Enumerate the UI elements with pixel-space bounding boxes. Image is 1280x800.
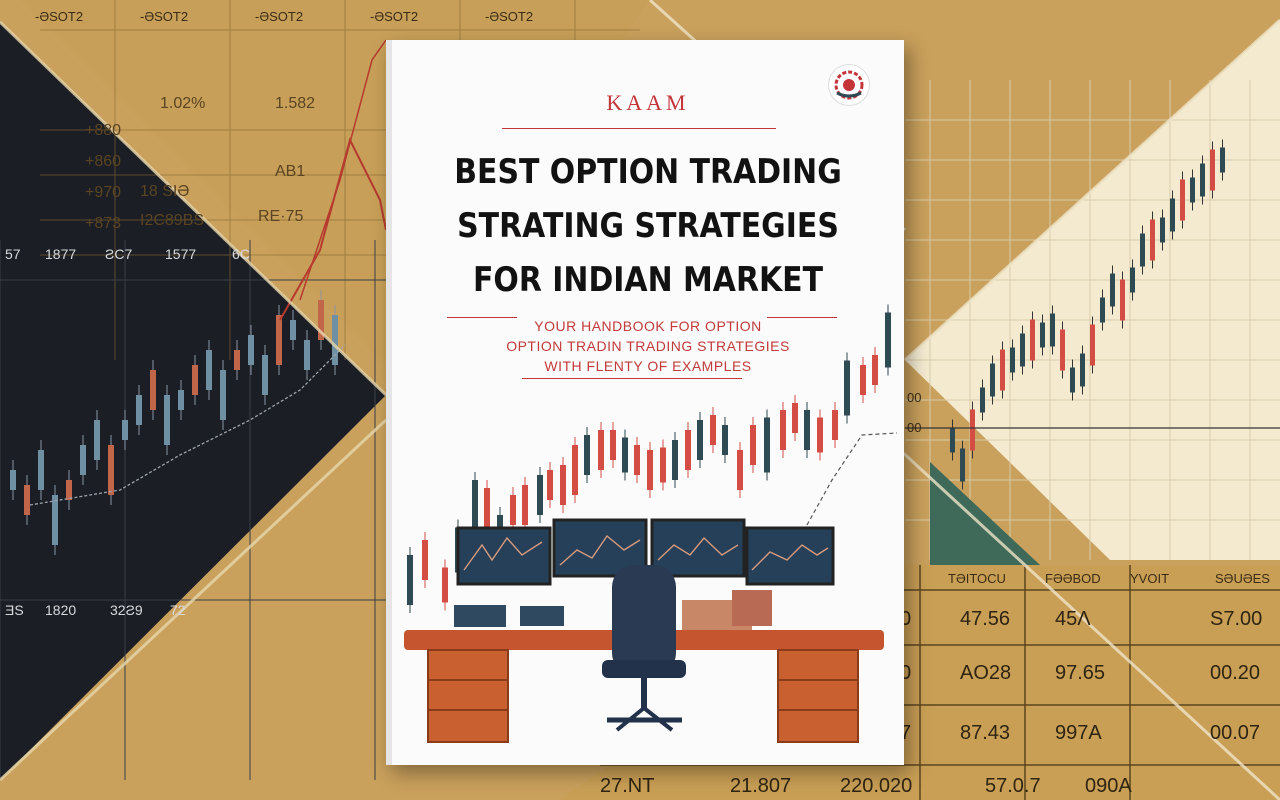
cover-illustration	[404, 304, 898, 743]
gold-left-3: +873	[85, 215, 122, 232]
gold-header-0: -ƏSOT2	[35, 9, 84, 24]
subtitle-rule-right	[767, 317, 837, 318]
dark-top-label-4: 6C	[232, 246, 250, 262]
gold-header-1: -ƏSOT2	[140, 9, 189, 24]
book-cover: KAAM BEST OPTION TRADING STRATING STRATE…	[386, 40, 904, 765]
title-line-1: BEST OPTION TRADING	[454, 152, 842, 192]
gold-left-1: +860	[85, 153, 122, 170]
subtitle-line-1: YOUR HANDBOOK FOR OPTION	[534, 318, 762, 334]
gold-cell-value: 1.582	[275, 95, 316, 112]
dark-bottom-label-1: 1820	[45, 602, 77, 618]
table-left-1: 0	[900, 662, 912, 684]
desk-drawer-left	[427, 649, 509, 743]
table-cell-2-2: 00.07	[1210, 722, 1261, 744]
gold-header-4: -ƏSOT2	[485, 9, 534, 24]
table-left-0: 0	[900, 608, 912, 630]
gold-header-2: -ƏSOT2	[255, 9, 304, 24]
dark-top-label-0: 57	[5, 246, 21, 262]
gold-left-2: +970	[85, 184, 122, 201]
table-cell-1-1: 97.65	[1055, 662, 1106, 684]
table-header-1: FƏƏBOD	[1045, 571, 1101, 586]
cream-axis-0: 00	[907, 390, 922, 405]
moving-average-line	[29, 344, 346, 506]
table-cell-2-1: 997A	[1055, 722, 1102, 744]
dark-top-label-3: 1577	[165, 246, 197, 262]
green-area	[930, 462, 1040, 565]
table-cell-0-2: S7.00	[1210, 608, 1263, 630]
book-subtitle: YOUR HANDBOOK FOR OPTION OPTION TRADIN T…	[392, 316, 904, 376]
table-last-0: 27.NT	[600, 775, 655, 797]
gold-cell-code: 18 SIƏ	[140, 183, 190, 200]
table-last-1: 21.807	[730, 775, 792, 797]
office-chair	[602, 565, 686, 732]
subtitle-line-3: WITH FLENTY OF EXAMPLES	[544, 358, 752, 374]
publisher-name: KAAM	[606, 90, 690, 115]
book-title: BEST OPTION TRADING STRATING STRATEGIES …	[423, 145, 874, 307]
table-left-2: 7	[900, 722, 912, 744]
table-cell-1-0: AO28	[960, 662, 1012, 684]
subtitle-rule-left	[447, 317, 517, 318]
red-trend-line-2	[299, 39, 387, 301]
table-cell-0-0: 47.56	[960, 608, 1011, 630]
gold-left-0: +880	[85, 122, 122, 139]
table-cell-1-2: 00.20	[1210, 662, 1261, 684]
cream-axis-1: 00	[907, 420, 922, 435]
dark-bottom-label-2: 32Ƨ9	[110, 602, 143, 618]
cover-trend-line	[806, 432, 898, 526]
gold-cell-pct: 1.02%	[160, 95, 206, 112]
title-divider	[502, 128, 776, 129]
table-last-4: 090A	[1085, 775, 1132, 797]
gold-cell-code-2: I2C89BS	[140, 212, 205, 229]
table-cell-2-0: 87.43	[960, 722, 1011, 744]
desk-drawer-right	[777, 649, 859, 743]
subtitle-bottom-rule	[522, 378, 742, 379]
table-last-2: 220.020	[840, 775, 913, 797]
dark-bottom-label-3: 72	[170, 602, 186, 618]
title-line-3: FOR INDIAN MARKET	[472, 260, 824, 300]
table-header-3: SƏUƏES	[1215, 571, 1270, 586]
table-last-3: 57.0.7	[985, 775, 1041, 797]
table-header-0: TƏITOCU	[948, 571, 1006, 586]
gold-cell-badge: AB1	[275, 163, 306, 180]
monitor-3	[650, 518, 746, 578]
gold-header-3: -ƏSOT2	[370, 9, 419, 24]
dark-bottom-label-0: ƎS	[5, 602, 24, 618]
gold-cell-re: RE·75	[258, 208, 304, 225]
subtitle-line-2: OPTION TRADIN TRADING STRATEGIES	[506, 338, 790, 354]
table-cell-0-1: 45Ʌ	[1055, 608, 1091, 630]
dark-top-label-1: 1877	[45, 246, 77, 262]
table-header-2: YVOIT	[1130, 571, 1170, 586]
monitor-row	[456, 518, 835, 586]
title-line-2: STRATING STRATEGIES	[457, 206, 839, 246]
dark-top-label-2: ƧC7	[105, 246, 133, 262]
mandala-logo-icon	[828, 64, 870, 106]
monitor-1	[456, 526, 552, 586]
monitor-4	[745, 526, 835, 586]
cover-candlestick-chart	[407, 304, 891, 613]
